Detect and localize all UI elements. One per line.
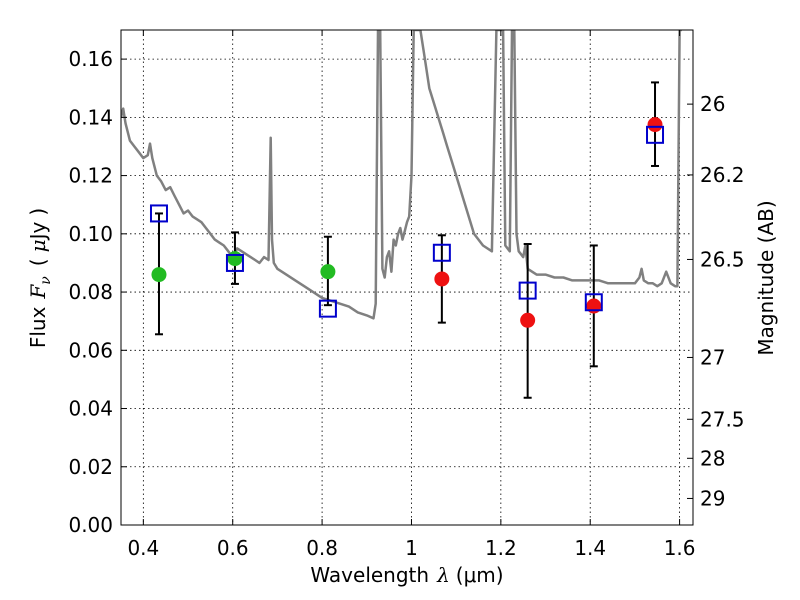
x-tick-label: 0.6 <box>217 536 249 560</box>
y-tick-label: 0.08 <box>68 280 113 304</box>
red-data-point <box>520 312 536 328</box>
y2-axis-label: Magnitude (AB) <box>754 200 778 355</box>
red-data-point <box>647 117 663 133</box>
x-axis: 0.4 0.6 0.8 1 1.2 1.4 1.6 <box>127 30 696 560</box>
y-tick-label: 0.16 <box>68 47 113 71</box>
x-tick-label: 0.8 <box>306 536 338 560</box>
y2-tick-label: 28 <box>700 446 725 470</box>
red-data-point <box>434 271 450 287</box>
errorbar-layer <box>154 81 660 399</box>
x-tick-label: 1 <box>405 536 418 560</box>
x-tick-label: 1.6 <box>664 536 696 560</box>
x-axis-label: Wavelength λ (μm) <box>310 563 503 587</box>
model-flux-square <box>149 204 168 223</box>
grid <box>121 30 693 526</box>
y-tick-label: 0.00 <box>68 513 113 537</box>
red-data-point <box>586 298 602 314</box>
y-tick-label: 0.06 <box>68 338 113 362</box>
spectrum-layer <box>121 30 682 320</box>
y2-axis-magnitude: 26 26.2 26.5 27 27.5 28 29 <box>687 92 745 510</box>
y2-tick-label: 27 <box>700 345 725 369</box>
model-flux-square <box>646 125 665 144</box>
y2-tick-label: 26.5 <box>700 247 745 271</box>
y-tick-label: 0.02 <box>68 455 113 479</box>
x-tick-label: 1.2 <box>485 536 517 560</box>
green-data-point <box>320 264 336 280</box>
y-tick-label: 0.04 <box>68 397 113 421</box>
y-axis: 0.00 0.02 0.04 0.06 0.08 0.10 0.12 0.14 0.16 <box>68 47 127 537</box>
model-spectrum-line <box>121 30 682 320</box>
y2-tick-label: 27.5 <box>700 407 745 431</box>
model-flux-square <box>432 243 451 262</box>
y-axis-label: FluxFν(μJy) <box>26 208 54 348</box>
y-tick-label: 0.12 <box>68 164 113 188</box>
x-tick-label: 1.4 <box>574 536 606 560</box>
green-data-point <box>227 251 243 267</box>
model-flux-square <box>318 299 337 318</box>
y2-tick-label: 29 <box>700 486 725 510</box>
model-flux-square <box>518 281 537 300</box>
y2-tick-label: 26 <box>700 92 725 116</box>
model-flux-square <box>225 253 244 272</box>
model-flux-square <box>584 293 603 312</box>
plot-frame <box>120 29 694 526</box>
marker-layer <box>149 117 665 328</box>
y2-tick-label: 26.2 <box>700 163 745 187</box>
y-tick-label: 0.14 <box>68 105 113 129</box>
x-tick-label: 0.4 <box>127 536 159 560</box>
y-tick-label: 0.10 <box>68 222 113 246</box>
green-data-point <box>151 267 167 283</box>
